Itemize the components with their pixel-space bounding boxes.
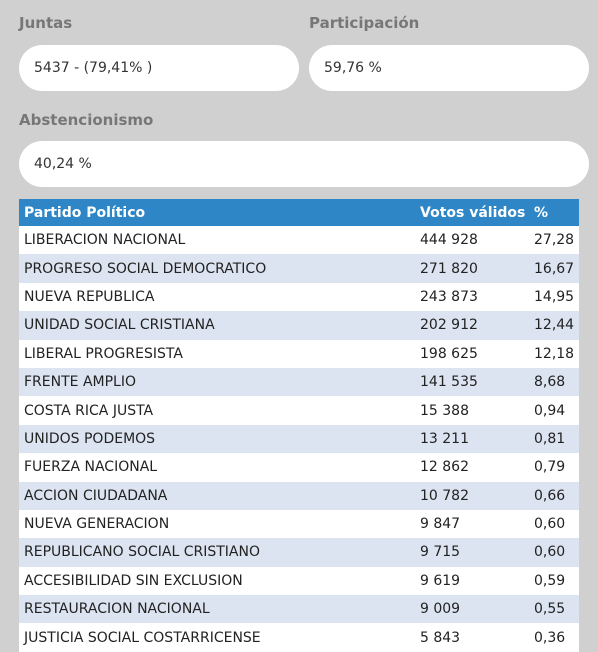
juntas-value-field: 5437 - (79,41% ) (19, 45, 299, 91)
percent-cell: 27,28 (529, 226, 579, 255)
table-header-row: Partido Político Votos válidos % (19, 199, 579, 226)
percent-cell: 12,44 (529, 311, 579, 340)
table-row: LIBERAL PROGRESISTA 198 625 12,18 (19, 339, 579, 368)
percent-cell: 0,81 (529, 424, 579, 454)
votes-cell: 13 211 (415, 424, 529, 454)
party-cell: NUEVA GENERACION (19, 509, 415, 539)
table-row: REPUBLICANO SOCIAL CRISTIANO 9 715 0,60 (19, 538, 579, 567)
table-row: PROGRESO SOCIAL DEMOCRATICO 271 820 16,67 (19, 254, 579, 283)
table-row: JUSTICIA SOCIAL COSTARRICENSE 5 843 0,36 (19, 623, 579, 652)
percent-cell: 16,67 (529, 254, 579, 283)
table-row: ACCESIBILIDAD SIN EXCLUSION 9 619 0,59 (19, 566, 579, 596)
votes-cell: 15 388 (415, 396, 529, 425)
votes-cell: 9 715 (415, 538, 529, 567)
percent-cell: 0,36 (529, 623, 579, 652)
percent-cell: 12,18 (529, 339, 579, 368)
party-cell: PROGRESO SOCIAL DEMOCRATICO (19, 254, 415, 283)
votes-cell: 9 009 (415, 595, 529, 624)
table-row: FRENTE AMPLIO 141 535 8,68 (19, 367, 579, 397)
table-row: FUERZA NACIONAL 12 862 0,79 (19, 453, 579, 482)
table-row: UNIDAD SOCIAL CRISTIANA 202 912 12,44 (19, 311, 579, 340)
table-row: COSTA RICA JUSTA 15 388 0,94 (19, 396, 579, 425)
party-cell: JUSTICIA SOCIAL COSTARRICENSE (19, 623, 415, 652)
percent-cell: 0,60 (529, 538, 579, 567)
participacion-value-field: 59,76 % (309, 45, 589, 91)
votes-cell: 141 535 (415, 367, 529, 397)
abstencionismo-value: 40,24 % (34, 156, 92, 172)
percent-cell: 0,66 (529, 481, 579, 510)
party-cell: REPUBLICANO SOCIAL CRISTIANO (19, 538, 415, 567)
votes-cell: 10 782 (415, 481, 529, 510)
percent-cell: 8,68 (529, 367, 579, 397)
abstencionismo-label: Abstencionismo (19, 111, 154, 129)
party-cell: ACCION CIUDADANA (19, 481, 415, 510)
party-cell: FRENTE AMPLIO (19, 367, 415, 397)
votes-cell: 9 847 (415, 509, 529, 539)
votes-cell: 444 928 (415, 226, 529, 255)
table-row: NUEVA GENERACION 9 847 0,60 (19, 509, 579, 539)
votes-cell: 271 820 (415, 254, 529, 283)
votes-cell: 5 843 (415, 623, 529, 652)
abstencionismo-value-field: 40,24 % (19, 141, 589, 187)
results-table: Partido Político Votos válidos % LIBERAC… (19, 199, 579, 652)
percent-cell: 0,60 (529, 509, 579, 539)
party-cell: NUEVA REPUBLICA (19, 282, 415, 312)
juntas-label: Juntas (19, 14, 73, 32)
party-cell: RESTAURACION NACIONAL (19, 595, 415, 624)
participacion-label: Participación (309, 14, 420, 32)
header-party: Partido Político (19, 199, 415, 226)
votes-cell: 12 862 (415, 453, 529, 482)
percent-cell: 0,79 (529, 453, 579, 482)
party-cell: COSTA RICA JUSTA (19, 396, 415, 425)
party-cell: FUERZA NACIONAL (19, 453, 415, 482)
table-row: UNIDOS PODEMOS 13 211 0,81 (19, 424, 579, 454)
votes-cell: 9 619 (415, 566, 529, 596)
juntas-value: 5437 - (79,41% ) (34, 60, 153, 76)
party-cell: LIBERAL PROGRESISTA (19, 339, 415, 368)
table-row: NUEVA REPUBLICA 243 873 14,95 (19, 282, 579, 312)
percent-cell: 0,55 (529, 595, 579, 624)
header-votes: Votos válidos (415, 199, 529, 226)
table-row: LIBERACION NACIONAL 444 928 27,28 (19, 226, 579, 255)
party-cell: UNIDOS PODEMOS (19, 424, 415, 454)
header-percent: % (529, 199, 579, 226)
party-cell: UNIDAD SOCIAL CRISTIANA (19, 311, 415, 340)
table-row: RESTAURACION NACIONAL 9 009 0,55 (19, 595, 579, 624)
percent-cell: 0,94 (529, 396, 579, 425)
table-row: ACCION CIUDADANA 10 782 0,66 (19, 481, 579, 510)
votes-cell: 198 625 (415, 339, 529, 368)
votes-cell: 202 912 (415, 311, 529, 340)
party-cell: ACCESIBILIDAD SIN EXCLUSION (19, 566, 415, 596)
percent-cell: 0,59 (529, 566, 579, 596)
participacion-value: 59,76 % (324, 60, 382, 76)
party-cell: LIBERACION NACIONAL (19, 226, 415, 255)
percent-cell: 14,95 (529, 282, 579, 312)
votes-cell: 243 873 (415, 282, 529, 312)
